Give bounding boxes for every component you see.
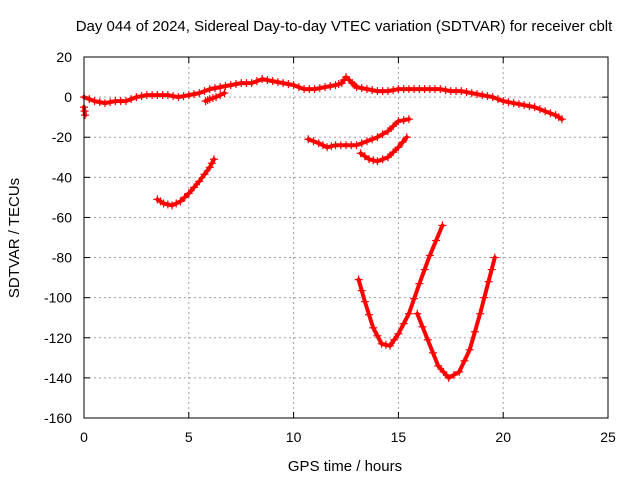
y-tick-label: 20 <box>56 49 72 65</box>
y-tick-label: 0 <box>64 89 72 105</box>
x-tick-label: 5 <box>185 429 193 445</box>
y-tick-label: -100 <box>44 290 72 306</box>
y-tick-label: -40 <box>52 169 72 185</box>
x-tick-label: 20 <box>495 429 511 445</box>
y-tick-label: -60 <box>52 209 72 225</box>
x-tick-label: 15 <box>391 429 407 445</box>
y-tick-label: -160 <box>44 410 72 426</box>
plot-frame <box>83 56 609 419</box>
chart-title: Day 044 of 2024, Sidereal Day-to-day VTE… <box>76 18 613 35</box>
data-series-line <box>415 255 497 380</box>
x-tick-label: 0 <box>80 429 88 445</box>
x-axis-label: GPS time / hours <box>288 458 402 475</box>
y-tick-label: -140 <box>44 370 72 386</box>
x-tick-label: 10 <box>286 429 302 445</box>
y-tick-label: -80 <box>52 250 72 266</box>
series-layer <box>80 73 566 382</box>
x-tick-label: 25 <box>600 429 616 445</box>
tick-layer: 0 5 10 15 20 25 20 0 -20 -40 -60 -80 -100 -120 -140 -16… <box>44 49 616 445</box>
data-series-line <box>82 75 564 122</box>
y-tick-label: -20 <box>52 129 72 145</box>
y-tick-label: -120 <box>44 330 72 346</box>
grid-layer <box>84 57 608 418</box>
y-axis-label: SDTVAR / TECUs <box>6 178 23 298</box>
data-series-line <box>155 157 216 208</box>
